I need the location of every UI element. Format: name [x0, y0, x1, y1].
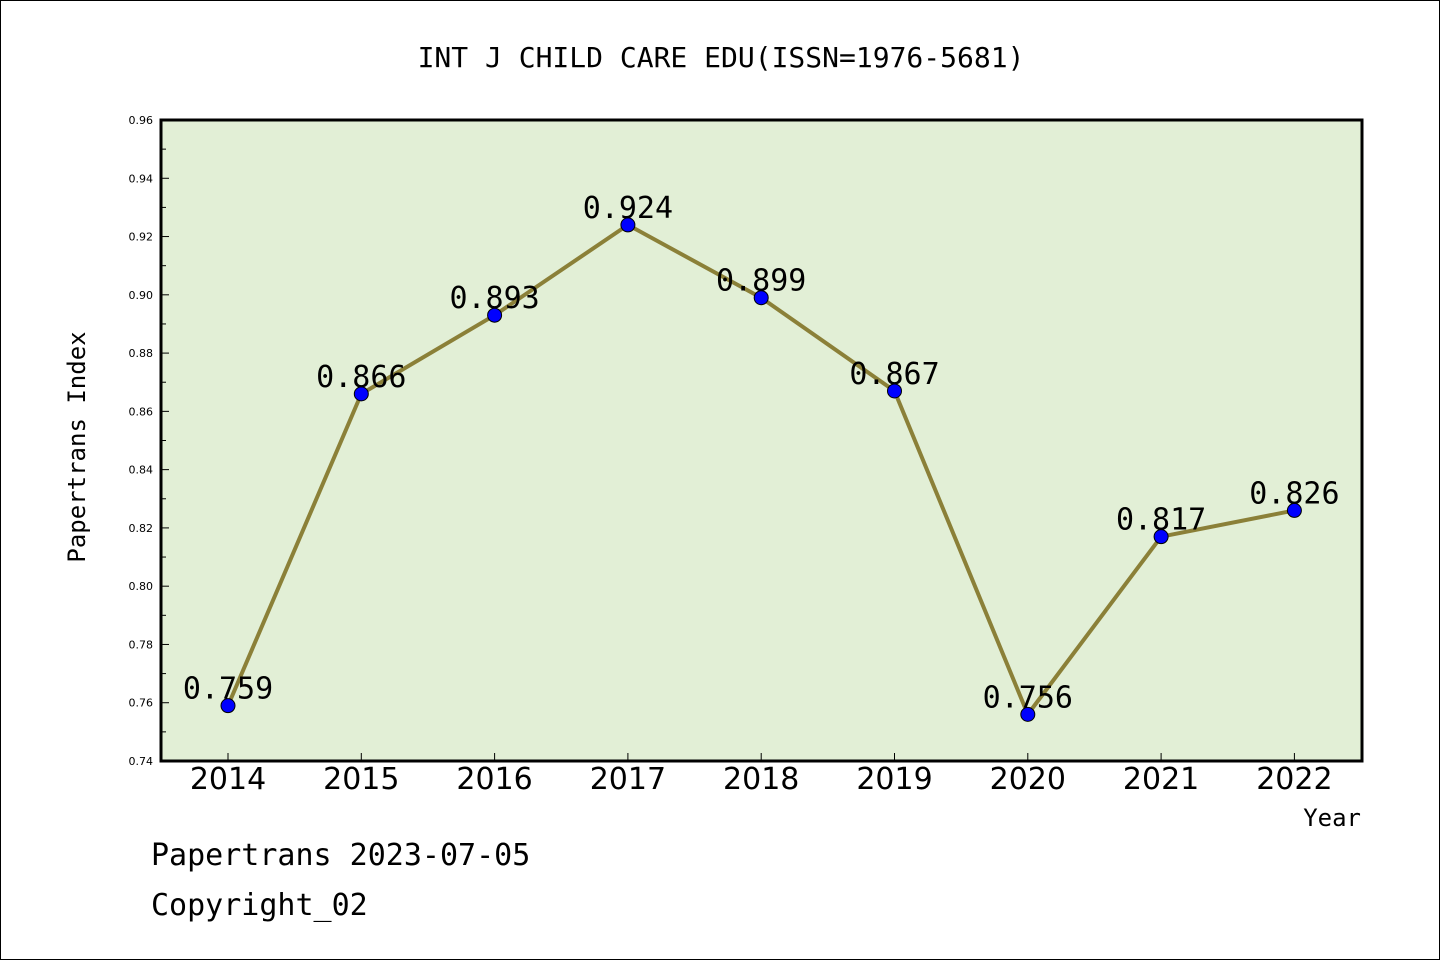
data-label: 0.759	[183, 672, 273, 707]
data-label: 0.866	[316, 360, 406, 395]
data-labels: 0.759 0.866 0.893 0.924 0.899 0.867 0.756 0.817…	[183, 191, 1340, 715]
y-tick-label: 0.82	[129, 522, 154, 535]
y-tick-label: 0.74	[129, 755, 154, 768]
data-label: 0.826	[1249, 476, 1339, 511]
data-point	[753, 290, 769, 306]
data-label: 0.899	[716, 264, 806, 299]
footer-copyright: Copyright_02	[151, 888, 368, 923]
data-label: 0.867	[849, 357, 939, 392]
data-label: 0.924	[583, 191, 673, 226]
data-label: 0.893	[449, 281, 539, 316]
y-tick-label: 0.90	[129, 289, 154, 302]
chart-title: INT J CHILD CARE EDU(ISSN=1976-5681)	[418, 41, 1025, 74]
plot-area	[159, 118, 1364, 763]
x-tick-label: 2016	[456, 762, 532, 797]
data-point	[620, 217, 636, 233]
footer-date: Papertrans 2023-07-05	[151, 838, 530, 873]
y-axis-label: Papertrans Index	[63, 331, 91, 562]
y-tick-label: 0.88	[129, 347, 154, 360]
y-tick-label: 0.78	[129, 638, 154, 651]
y-tick-label: 0.84	[129, 464, 154, 477]
x-tick-label: 2021	[1123, 762, 1199, 797]
series-line-group	[220, 217, 1302, 722]
x-tick-label: 2019	[856, 762, 932, 797]
y-tick-label: 0.96	[129, 114, 154, 127]
x-tick-label: 2022	[1256, 762, 1332, 797]
x-tick-label: 2017	[590, 762, 666, 797]
y-tick-label: 0.80	[129, 580, 154, 593]
data-label: 0.817	[1116, 503, 1206, 538]
data-point	[487, 307, 503, 323]
data-point	[220, 698, 236, 714]
data-point	[353, 386, 369, 402]
y-axis-ticks: 0.74 0.76 0.78 0.80 0.82 0.84 0.86 0.88 0.90 0.92…	[129, 114, 169, 768]
x-axis-ticks: 2014 2015 2016 2017 2018 2019 2020 2021 2022	[190, 753, 1333, 797]
x-tick-label: 2018	[723, 762, 799, 797]
data-point	[1020, 706, 1036, 722]
data-point	[1286, 502, 1302, 518]
x-tick-label: 2014	[190, 762, 266, 797]
y-tick-label: 0.94	[129, 172, 154, 185]
data-point	[887, 383, 902, 399]
x-tick-label: 2020	[990, 762, 1066, 797]
y-tick-label: 0.76	[129, 697, 154, 710]
x-tick-label: 2015	[323, 762, 399, 797]
y-tick-label: 0.86	[129, 405, 154, 418]
y-tick-label: 0.92	[129, 231, 154, 244]
data-point	[1153, 529, 1169, 545]
data-label: 0.756	[983, 680, 1073, 715]
x-axis-label: Year	[1303, 804, 1361, 832]
